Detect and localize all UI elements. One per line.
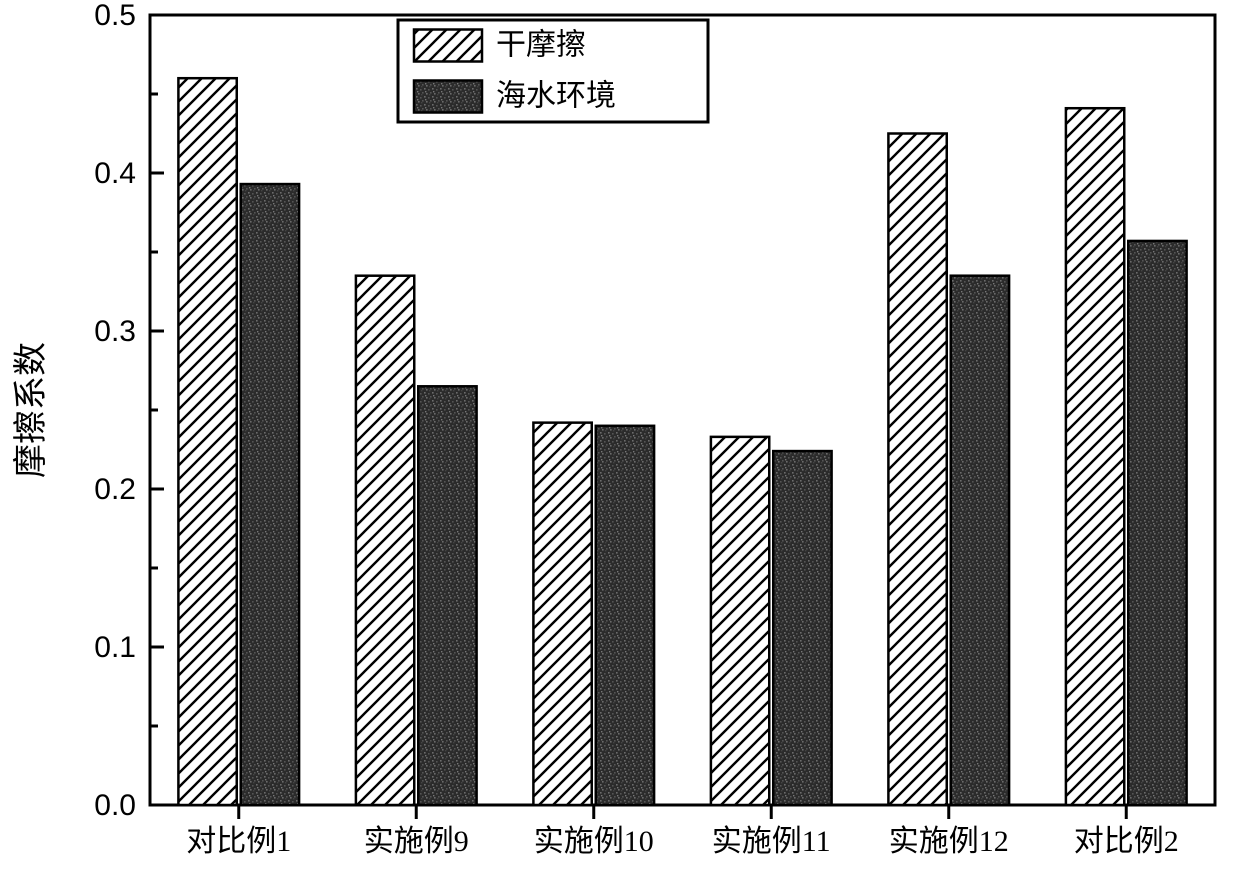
bar-海水环境 (1128, 241, 1186, 805)
bar-海水环境 (418, 386, 476, 805)
y-tick-label: 0.5 (94, 0, 136, 32)
bar-海水环境 (241, 184, 299, 805)
legend-swatch (414, 30, 482, 62)
bar-海水环境 (773, 451, 831, 805)
bar-干摩擦 (356, 276, 414, 805)
x-category-label: 实施例9 (364, 825, 469, 858)
y-tick-label: 0.3 (94, 315, 136, 348)
y-tick-label: 0.4 (94, 157, 136, 190)
y-tick-label: 0.0 (94, 789, 136, 822)
x-category-label: 实施例11 (712, 825, 831, 858)
bar-干摩擦 (533, 423, 591, 805)
bar-干摩擦 (888, 134, 946, 806)
bar-干摩擦 (1066, 108, 1124, 805)
legend-label: 海水环境 (496, 79, 616, 112)
y-axis-title: 摩擦系数 (12, 342, 50, 478)
bar-海水环境 (596, 426, 654, 805)
bar-干摩擦 (711, 437, 769, 805)
y-tick-label: 0.1 (94, 631, 136, 664)
x-category-label: 对比例2 (1074, 825, 1179, 858)
legend-swatch (414, 81, 482, 113)
chart-container: 0.0 0.1 0.2 0.3 0.4 0.5 摩擦系数对比例1 实施例9 实施例10 实施例11… (0, 0, 1240, 890)
y-tick-label: 0.2 (94, 473, 136, 506)
bar-干摩擦 (178, 78, 236, 805)
x-category-label: 实施例10 (534, 825, 654, 858)
x-category-label: 实施例12 (889, 825, 1009, 858)
friction-bar-chart: 0.0 0.1 0.2 0.3 0.4 0.5 摩擦系数对比例1 实施例9 实施例10 实施例11… (0, 0, 1240, 890)
x-category-label: 对比例1 (186, 825, 291, 858)
bar-海水环境 (951, 276, 1009, 805)
legend-label: 干摩擦 (496, 28, 586, 61)
